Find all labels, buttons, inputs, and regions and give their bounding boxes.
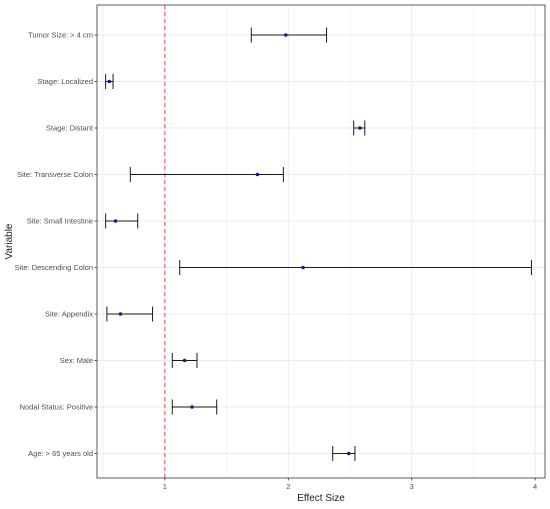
point-estimate-4 bbox=[255, 172, 260, 177]
x-axis-title: Effect Size bbox=[297, 493, 345, 504]
point-estimate-3 bbox=[358, 126, 362, 130]
point-estimate-8 bbox=[182, 358, 187, 363]
error-bar-6 bbox=[179, 260, 532, 275]
error-bars bbox=[105, 27, 532, 461]
x-tick-label: 3 bbox=[410, 482, 414, 491]
point-estimate-2 bbox=[107, 79, 112, 84]
y-tick-label: Site: Small Intestine bbox=[27, 217, 93, 226]
point-estimate-7 bbox=[118, 312, 123, 316]
x-tick-label: 4 bbox=[533, 482, 537, 491]
x-tick-label: 2 bbox=[286, 482, 290, 491]
point-estimates bbox=[107, 33, 362, 456]
y-tick-label: Sex: Male bbox=[60, 356, 93, 365]
error-bar-1 bbox=[250, 27, 328, 43]
y-tick-label: Nodal Status: Positive bbox=[20, 403, 93, 412]
panel-border bbox=[96, 4, 546, 479]
x-tick-label: 1 bbox=[163, 482, 167, 491]
point-estimate-9 bbox=[190, 405, 194, 409]
point-estimate-5 bbox=[113, 219, 118, 223]
point-estimate-1 bbox=[284, 33, 288, 37]
y-tick-label: Site: Transverse Colon bbox=[17, 170, 93, 179]
point-estimate-6 bbox=[301, 265, 305, 270]
y-tick-label: Stage: Distant bbox=[46, 124, 94, 133]
error-bar-9 bbox=[171, 399, 218, 415]
y-tick-label: Site: Appendix bbox=[45, 310, 93, 319]
y-tick-label: Age: > 65 years old bbox=[28, 449, 93, 458]
y-tick-labels: Tumor Size: > 4 cm Stage: Localized Stage:… bbox=[15, 31, 97, 458]
y-tick-label: Site: Descending Colon bbox=[15, 263, 93, 272]
x-tick-labels: 1 2 3 4 bbox=[163, 478, 537, 491]
error-bar-10 bbox=[332, 446, 356, 461]
point-estimate-10 bbox=[346, 451, 351, 456]
error-bar-5 bbox=[105, 213, 139, 229]
y-axis-title: Variable bbox=[4, 223, 15, 259]
error-bar-7 bbox=[106, 306, 154, 322]
y-tick-label: Tumor Size: > 4 cm bbox=[28, 31, 93, 40]
y-tick-label: Stage: Localized bbox=[38, 77, 93, 86]
